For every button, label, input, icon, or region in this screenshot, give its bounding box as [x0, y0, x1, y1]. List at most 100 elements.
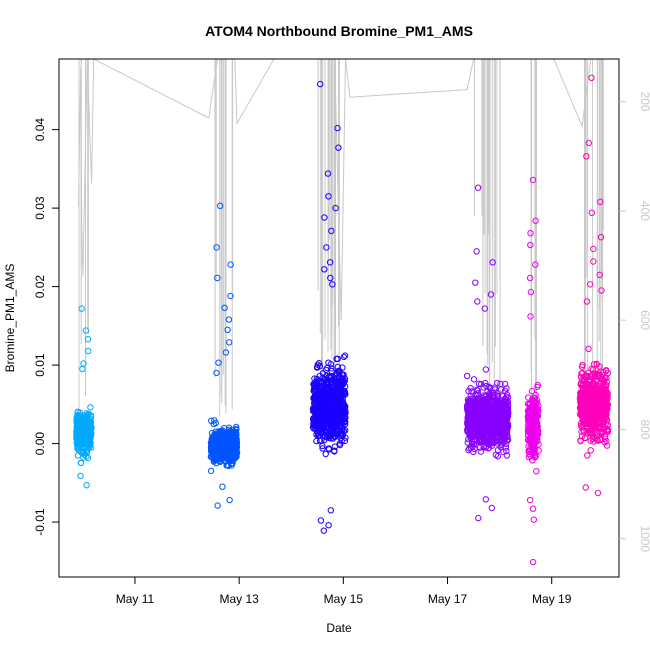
- data-point: [221, 446, 228, 453]
- data-point: [311, 392, 318, 400]
- data-point: [590, 361, 598, 368]
- data-point: [82, 327, 90, 334]
- data-point: [87, 404, 94, 411]
- data-point: [233, 446, 240, 453]
- data-point: [336, 370, 343, 377]
- data-point: [525, 448, 532, 455]
- data-point: [76, 418, 83, 425]
- data-point: [328, 365, 335, 372]
- data-point: [598, 428, 605, 435]
- right-tick-label: 200: [638, 92, 650, 112]
- data-point: [589, 391, 596, 398]
- data-point: [533, 468, 540, 475]
- data-point: [529, 176, 537, 184]
- data-point: [478, 410, 485, 417]
- data-point: [577, 403, 584, 411]
- data-point: [341, 402, 348, 410]
- data-point: [322, 450, 329, 458]
- data-point: [324, 402, 331, 410]
- data-point: [311, 416, 318, 423]
- data-point: [495, 408, 502, 416]
- data-point: [588, 74, 595, 82]
- data-point: [337, 398, 344, 405]
- data-point: [335, 144, 342, 151]
- x-tick-label: May 19: [532, 592, 572, 606]
- data-point: [534, 381, 541, 389]
- data-point: [475, 380, 483, 387]
- data-point: [591, 430, 599, 437]
- data-point: [228, 451, 235, 458]
- data-point: [84, 336, 92, 343]
- data-point: [529, 505, 537, 512]
- data-point: [228, 434, 236, 441]
- data-point: [603, 389, 610, 396]
- data-point: [227, 292, 234, 300]
- data-point: [317, 80, 324, 88]
- data-point: [585, 345, 592, 353]
- data-point: [225, 428, 232, 436]
- data-point: [472, 279, 479, 286]
- data-point: [582, 484, 589, 491]
- data-point: [584, 452, 591, 459]
- data-point: [77, 459, 85, 467]
- data-point: [481, 305, 488, 312]
- data-point: [583, 298, 591, 305]
- data-point: [588, 382, 595, 390]
- data-point: [590, 438, 597, 445]
- data-point: [597, 198, 604, 206]
- data-point: [464, 423, 472, 430]
- data-point: [588, 398, 595, 406]
- data-point: [329, 281, 336, 288]
- data-point: [326, 432, 333, 440]
- data-point: [332, 430, 339, 437]
- right-tick-label: 1000: [638, 525, 650, 552]
- data-point: [603, 437, 610, 445]
- data-point: [588, 365, 595, 372]
- data-point: [593, 436, 600, 443]
- data-point: [501, 438, 508, 445]
- data-point: [527, 429, 535, 436]
- y-tick-label: -0.01: [33, 508, 47, 536]
- data-point: [531, 449, 538, 456]
- data-point: [528, 387, 536, 395]
- data-point: [341, 377, 348, 384]
- data-point: [77, 443, 84, 451]
- data-point: [227, 261, 234, 268]
- right-tick-label: 600: [638, 310, 650, 330]
- y-axis-label: Bromine_PM1_AMS: [3, 264, 17, 373]
- data-point: [473, 386, 481, 393]
- data-point: [327, 361, 335, 368]
- data-point: [325, 393, 333, 400]
- data-point: [529, 406, 536, 413]
- data-point: [335, 407, 343, 414]
- data-point: [471, 398, 479, 406]
- data-point: [78, 305, 85, 312]
- data-point: [504, 421, 512, 428]
- data-point: [577, 389, 584, 396]
- data-point: [328, 227, 335, 235]
- data-point: [325, 193, 332, 200]
- data-point: [527, 230, 534, 237]
- data-point: [318, 437, 325, 444]
- data-point: [481, 410, 488, 417]
- data-point: [577, 422, 585, 430]
- data-point: [491, 438, 498, 446]
- data-point: [214, 502, 221, 509]
- data-point: [470, 376, 478, 383]
- data-point: [526, 496, 534, 504]
- data-point: [210, 456, 218, 463]
- data-point: [321, 402, 328, 409]
- data-point: [211, 431, 219, 439]
- data-point: [504, 423, 512, 430]
- data-point: [533, 399, 540, 406]
- data-point: [213, 244, 220, 251]
- data-point: [331, 447, 338, 454]
- data-point: [482, 431, 490, 438]
- right-axis: 200 400 600 800 1000: [619, 92, 650, 552]
- data-point: [587, 281, 594, 288]
- data-point: [474, 426, 482, 434]
- data-point: [317, 390, 324, 397]
- data-point: [532, 419, 539, 426]
- data-point: [321, 214, 328, 221]
